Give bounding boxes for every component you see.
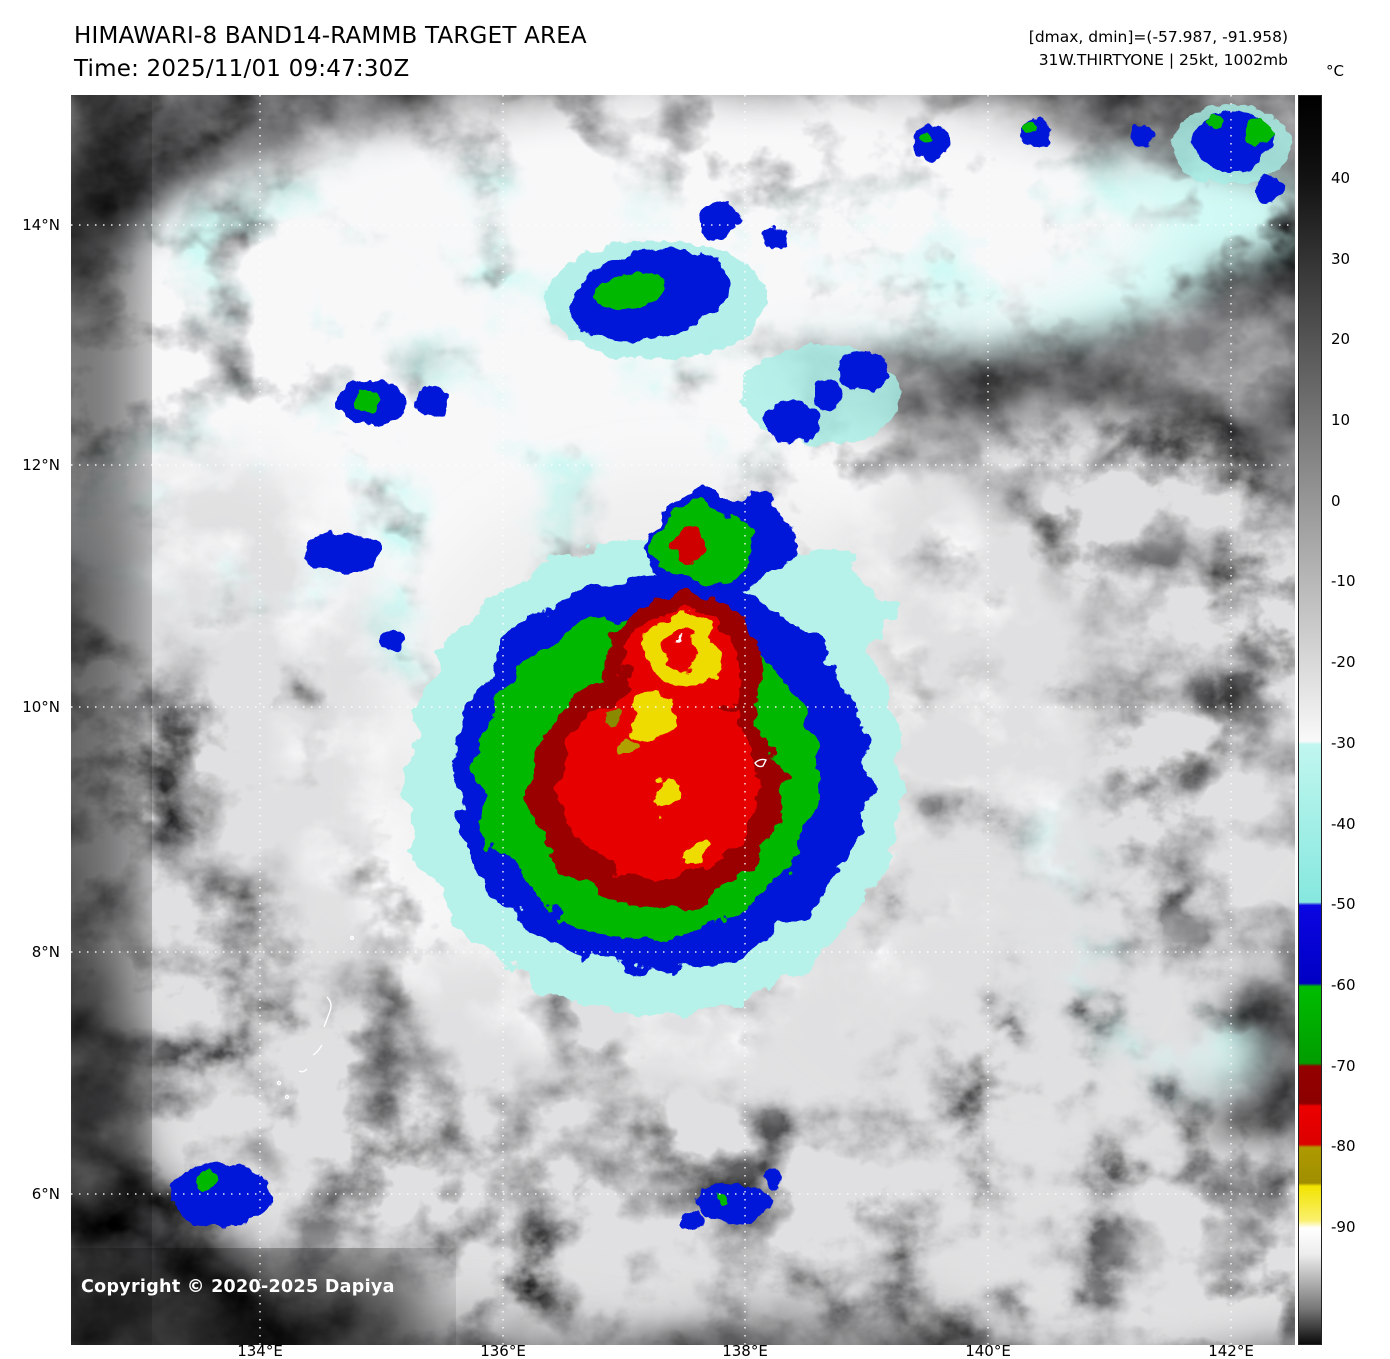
header-left: HIMAWARI-8 BAND14-RAMMB TARGET AREA Time… — [74, 20, 587, 86]
lat-label-10n: 10°N — [22, 698, 60, 716]
lat-label-6n: 6°N — [31, 1185, 60, 1203]
colorbar-tick: 10 — [1331, 411, 1351, 429]
lon-label-136e: 136°E — [480, 1342, 526, 1359]
lon-label-134e: 134°E — [237, 1342, 283, 1359]
satellite-map-panel: Copyright © 2020-2025 Dapiya — [71, 95, 1295, 1345]
lon-label-138e: 138°E — [722, 1342, 768, 1359]
temperature-colorbar — [1298, 95, 1322, 1345]
storm-system — [407, 493, 903, 1015]
colorbar-tick: -90 — [1331, 1218, 1356, 1236]
colorbar-tick: -60 — [1331, 976, 1356, 994]
colorbar-unit-label: °C — [1326, 62, 1344, 80]
lon-label-142e: 142°E — [1208, 1342, 1254, 1359]
colorbar-tick: 40 — [1331, 169, 1351, 187]
timestamp: Time: 2025/11/01 09:47:30Z — [74, 56, 410, 82]
colorbar-tick: 0 — [1331, 492, 1341, 510]
colorbar-tick: -40 — [1331, 815, 1356, 833]
colorbar-tick: 20 — [1331, 330, 1351, 348]
gridlines — [71, 95, 1295, 1345]
lat-label-8n: 8°N — [31, 943, 60, 961]
storm-info: 31W.THIRTYONE | 25kt, 1002mb — [1038, 51, 1288, 69]
page-title: HIMAWARI-8 BAND14-RAMMB TARGET AREA — [74, 23, 587, 49]
swath-edge-vignette — [71, 95, 421, 1345]
lat-label-14n: 14°N — [22, 216, 60, 234]
colorbar-tick: -70 — [1331, 1057, 1356, 1075]
colorbar-tick: -50 — [1331, 895, 1356, 913]
satellite-ir-image — [71, 95, 1295, 1345]
colorbar-tick: 30 — [1331, 250, 1351, 268]
convective-cells — [171, 105, 1291, 1232]
island-outlines — [276, 758, 767, 1100]
colorbar-tick: -10 — [1331, 572, 1356, 590]
header-right: [dmax, dmin]=(-57.987, -91.958) 31W.THIR… — [1029, 26, 1288, 72]
copyright-notice: Copyright © 2020-2025 Dapiya — [81, 1277, 395, 1297]
colorbar-tick: -80 — [1331, 1137, 1356, 1155]
colorbar-tick: -30 — [1331, 734, 1356, 752]
colorbar-tick: -20 — [1331, 653, 1356, 671]
dmax-dmin-readout: [dmax, dmin]=(-57.987, -91.958) — [1028, 28, 1288, 46]
lat-label-12n: 12°N — [22, 456, 60, 474]
lon-label-140e: 140°E — [965, 1342, 1011, 1359]
